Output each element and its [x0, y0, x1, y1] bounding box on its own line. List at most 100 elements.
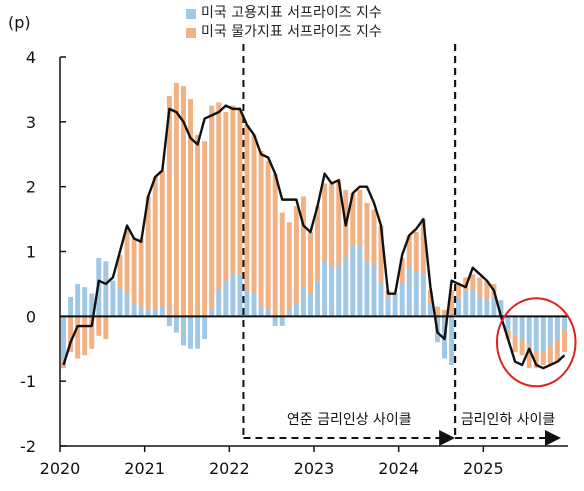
- bar-inflation: [89, 316, 95, 349]
- lines-group: [62, 104, 577, 388]
- bar-employment: [237, 274, 243, 317]
- bar-inflation: [258, 151, 264, 307]
- bar-employment: [131, 303, 137, 317]
- bar-employment: [322, 261, 328, 317]
- bar-employment: [209, 309, 215, 317]
- bar-inflation: [293, 206, 299, 304]
- bar-employment: [371, 264, 377, 317]
- bar-employment: [343, 257, 349, 317]
- bar-inflation: [251, 134, 257, 294]
- bar-employment: [181, 316, 186, 346]
- y-tick-label: 1: [26, 243, 36, 262]
- x-tick-label: 2020: [40, 459, 81, 478]
- bar-employment: [392, 293, 398, 317]
- bar-inflation: [244, 125, 250, 291]
- bar-employment: [385, 296, 391, 317]
- bar-employment: [378, 283, 384, 317]
- bar-inflation: [512, 335, 518, 352]
- bar-employment: [251, 293, 257, 317]
- bar-inflation: [230, 105, 236, 275]
- bar-employment: [470, 290, 476, 317]
- bar-inflation: [442, 309, 447, 317]
- bar-employment: [463, 290, 469, 317]
- bar-inflation: [138, 238, 144, 307]
- bar-inflation: [195, 134, 201, 317]
- bar-inflation: [357, 189, 363, 246]
- bar-inflation: [364, 202, 370, 262]
- legend-item-employment: 미국 고용지표 서프라이즈 지수: [186, 4, 382, 23]
- bar-employment: [117, 287, 123, 317]
- bar-inflation: [286, 222, 292, 310]
- bar-inflation: [470, 274, 476, 291]
- bar-inflation: [223, 112, 229, 281]
- bar-inflation: [562, 329, 567, 352]
- bar-inflation: [300, 196, 306, 288]
- bar-inflation: [131, 238, 137, 304]
- bar-employment: [329, 267, 335, 317]
- bar-employment: [526, 316, 532, 346]
- bar-inflation: [378, 225, 384, 284]
- bar-employment: [188, 316, 193, 349]
- bar-inflation: [554, 339, 560, 362]
- bar-employment: [145, 309, 151, 317]
- bar-inflation: [145, 196, 151, 310]
- bar-inflation: [399, 257, 405, 284]
- bar-employment: [89, 293, 95, 317]
- bar-inflation: [540, 351, 546, 365]
- bar-inflation: [202, 141, 208, 317]
- bar-employment: [357, 245, 363, 317]
- bar-employment: [244, 290, 250, 317]
- bar-inflation: [181, 86, 186, 317]
- bar-inflation: [237, 108, 243, 275]
- bar-employment: [484, 300, 490, 317]
- bars-group: [61, 82, 567, 369]
- x-tick-label: 2022: [209, 459, 250, 478]
- y-unit-label: (p): [8, 13, 31, 32]
- bar-inflation: [519, 339, 525, 356]
- bar-employment: [491, 296, 497, 317]
- bar-employment: [286, 309, 292, 317]
- bar-employment: [512, 316, 518, 336]
- bar-inflation: [406, 235, 412, 268]
- bar-inflation: [329, 183, 335, 268]
- y-tick-label: 3: [26, 113, 36, 132]
- bar-inflation: [477, 277, 483, 297]
- cycle-label: 연준 금리인상 사이클: [287, 412, 412, 428]
- bar-inflation: [315, 206, 320, 281]
- bar-employment: [547, 316, 553, 346]
- bar-employment: [449, 316, 455, 365]
- bar-inflation: [82, 316, 88, 356]
- bar-employment: [399, 283, 405, 317]
- bar-inflation: [420, 219, 426, 275]
- bar-employment: [420, 274, 426, 317]
- bar-employment: [173, 316, 179, 333]
- bar-employment: [308, 293, 313, 317]
- highlight-ellipse: [495, 297, 577, 388]
- y-tick-label: 2: [26, 178, 36, 197]
- legend-swatch-employment: [186, 8, 196, 19]
- bar-employment: [540, 316, 546, 352]
- bar-inflation: [336, 180, 342, 265]
- cycle-label: 금리인하 사이클: [461, 412, 556, 428]
- bar-employment: [279, 316, 285, 327]
- bar-employment: [166, 316, 172, 327]
- bar-employment: [75, 283, 81, 317]
- bar-employment: [300, 287, 306, 317]
- bar-employment: [82, 287, 88, 317]
- bar-employment: [456, 296, 462, 317]
- legend-item-inflation: 미국 물가지표 서프라이즈 지수: [186, 23, 382, 42]
- bar-inflation: [547, 345, 553, 365]
- bar-inflation: [173, 82, 179, 317]
- bar-employment: [152, 309, 158, 317]
- bar-employment: [272, 316, 278, 327]
- bar-inflation: [456, 283, 462, 297]
- chart-legend: 미국 고용지표 서프라이즈 지수 미국 물가지표 서프라이즈 지수: [186, 4, 382, 42]
- y-tick-label: 4: [26, 48, 36, 67]
- bar-inflation: [371, 209, 377, 265]
- bar-inflation: [216, 102, 222, 291]
- bar-employment: [315, 280, 320, 317]
- x-tick-label: 2024: [378, 459, 419, 478]
- bar-employment: [61, 316, 66, 362]
- bar-employment: [562, 316, 567, 330]
